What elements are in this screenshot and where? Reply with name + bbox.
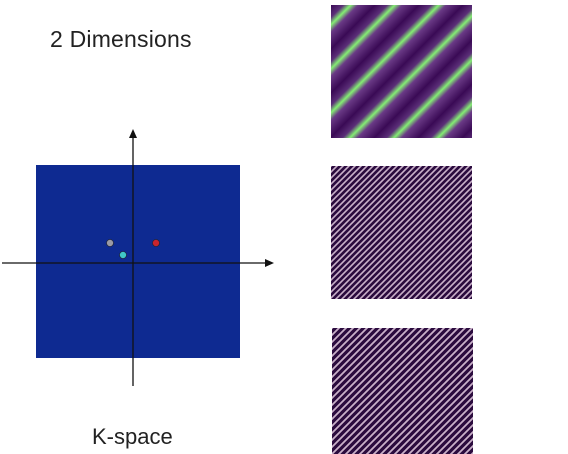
red-point (152, 239, 160, 247)
teal-point (119, 251, 127, 259)
horizontal-axis-arrow (265, 259, 274, 267)
k-space-diagram (2, 129, 274, 386)
high-frequency-wave-panel-1 (331, 166, 472, 299)
low-frequency-wave-panel (331, 5, 472, 138)
vertical-axis-arrow (129, 129, 137, 138)
gray-point (106, 239, 114, 247)
high-frequency-wave-panel-2 (332, 328, 473, 454)
k-space-caption: K-space (92, 424, 173, 449)
slide-title: 2 Dimensions (50, 26, 192, 52)
k-space-square (36, 165, 240, 358)
